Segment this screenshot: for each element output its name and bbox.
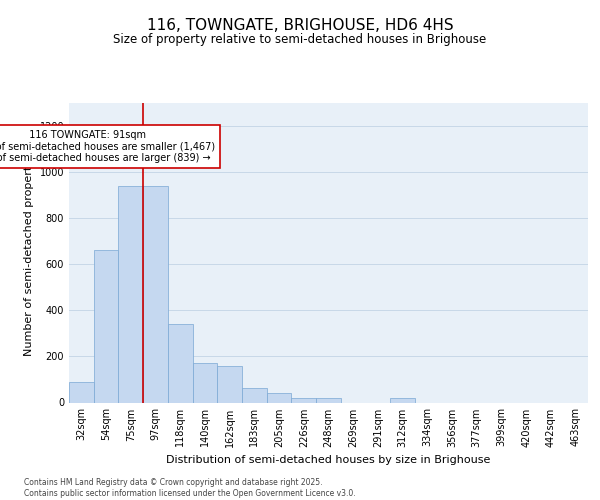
Y-axis label: Number of semi-detached properties: Number of semi-detached properties bbox=[24, 150, 34, 356]
Text: 116 TOWNGATE: 91sqm  
← 63% of semi-detached houses are smaller (1,467)
  36% of: 116 TOWNGATE: 91sqm ← 63% of semi-detach… bbox=[0, 130, 215, 164]
X-axis label: Distribution of semi-detached houses by size in Brighouse: Distribution of semi-detached houses by … bbox=[166, 455, 491, 465]
Bar bbox=[217, 366, 242, 403]
Bar bbox=[390, 398, 415, 402]
Text: Contains HM Land Registry data © Crown copyright and database right 2025.
Contai: Contains HM Land Registry data © Crown c… bbox=[24, 478, 356, 498]
Bar bbox=[316, 398, 341, 402]
Bar bbox=[168, 324, 193, 402]
Bar bbox=[292, 398, 316, 402]
Bar bbox=[267, 394, 292, 402]
Bar bbox=[94, 250, 118, 402]
Bar bbox=[193, 364, 217, 403]
Text: 116, TOWNGATE, BRIGHOUSE, HD6 4HS: 116, TOWNGATE, BRIGHOUSE, HD6 4HS bbox=[146, 18, 454, 32]
Bar bbox=[69, 382, 94, 402]
Text: Size of property relative to semi-detached houses in Brighouse: Size of property relative to semi-detach… bbox=[113, 32, 487, 46]
Bar bbox=[118, 186, 143, 402]
Bar bbox=[143, 186, 168, 402]
Bar bbox=[242, 388, 267, 402]
